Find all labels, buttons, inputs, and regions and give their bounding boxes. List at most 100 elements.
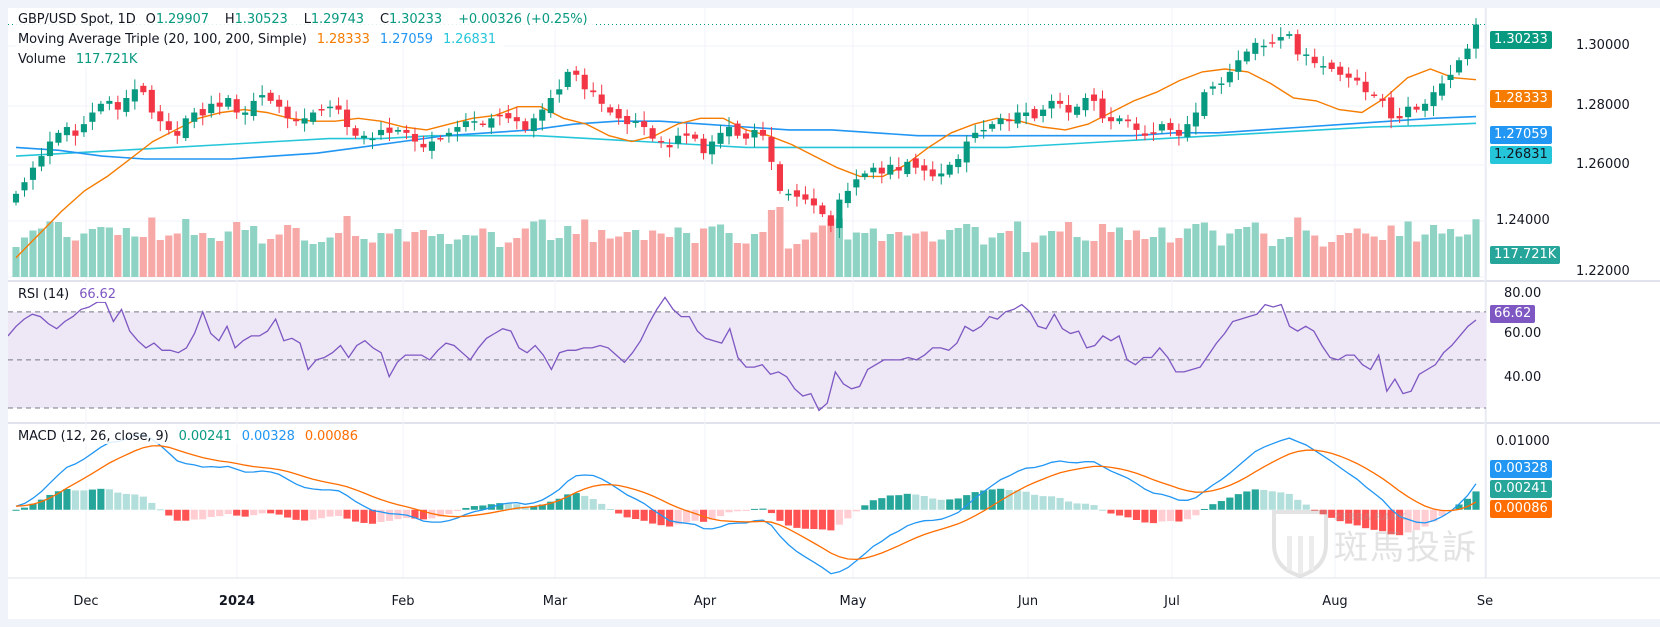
candle-body (522, 121, 529, 130)
candle-body (46, 141, 54, 157)
volume-bar (674, 227, 682, 277)
macd-signal-value: 0.00086 (304, 429, 358, 444)
volume-bar (538, 219, 546, 277)
volume-bar (105, 227, 113, 277)
candle-body (658, 140, 665, 143)
candle-body (63, 127, 70, 136)
volume-bar (46, 221, 54, 277)
volume-bar (1064, 222, 1073, 277)
candle-body (573, 70, 580, 75)
volume-bar (606, 238, 614, 277)
macd-histogram-bar (368, 509, 377, 524)
candle-body (1209, 86, 1216, 89)
volume-legend[interactable]: Volume 117.721K (16, 52, 146, 67)
candle-body (1150, 132, 1157, 134)
time-tick-2024: 2024 (218, 594, 256, 609)
macd-histogram-bar (148, 502, 156, 510)
volume-bar (1438, 233, 1446, 277)
volume-bar (1294, 217, 1302, 277)
candle-body (1464, 48, 1471, 60)
open-value: 1.29907 (155, 12, 209, 27)
rsi-tick: 80.00 (1504, 286, 1542, 301)
volume-bar (1149, 237, 1158, 277)
volume-bar (37, 228, 46, 277)
candle-body (1362, 81, 1369, 93)
rsi-legend[interactable]: RSI (14) 66.62 (16, 287, 124, 302)
candle-body (938, 173, 945, 177)
candle-body (759, 129, 767, 136)
candle-body (547, 98, 554, 114)
ma100-price-label: 1.27059 (1490, 126, 1552, 144)
macd-histogram-bar (767, 509, 776, 514)
volume-bar (470, 235, 478, 277)
macd-histogram-bar (776, 509, 784, 521)
candle-body (369, 138, 376, 141)
candle-body (1040, 109, 1047, 116)
macd-histogram-bar (233, 509, 241, 516)
macd-histogram-bar (1200, 508, 1208, 510)
change-value: +0.00326 (+0.25%) (458, 12, 588, 27)
volume-bar (29, 230, 37, 277)
macd-histogram-bar (402, 509, 411, 519)
volume-bar (496, 247, 504, 277)
candle-body (488, 118, 495, 128)
macd-histogram-bar (564, 494, 572, 510)
candle-body (437, 138, 444, 140)
volume-bar (326, 237, 334, 277)
candle-body (972, 132, 979, 139)
volume-bar (767, 210, 776, 277)
candle-body (539, 109, 546, 121)
volume-bar (1404, 221, 1412, 277)
volume-bar (649, 230, 657, 277)
macd-histogram-bar (165, 509, 173, 516)
macd-histogram-bar (530, 506, 538, 510)
macd-histogram-bar (1311, 509, 1319, 511)
volume-bar (725, 233, 733, 277)
candle-body (708, 141, 716, 155)
volume-bar (368, 242, 377, 277)
macd-histogram-bar (1277, 492, 1285, 510)
candle-body (1286, 34, 1293, 36)
time-tick-jun: Jun (1017, 594, 1039, 609)
candle-body (683, 133, 690, 136)
candle-body (216, 102, 223, 107)
candle-body (131, 89, 138, 102)
volume-bar (1014, 221, 1022, 277)
volume-bar (615, 236, 623, 277)
high-value: 1.30523 (234, 12, 288, 27)
ma200-value: 1.26831 (442, 32, 497, 47)
ma200-price-label: 1.26831 (1490, 146, 1552, 164)
macd-histogram-bar (351, 509, 360, 522)
macd-histogram-bar (1124, 509, 1132, 518)
macd-histogram-bar (1209, 504, 1217, 510)
candle-body (1057, 100, 1064, 104)
macd-histogram-bar (71, 490, 79, 510)
volume-bar (1268, 246, 1276, 277)
time-tick-dec: Dec (73, 594, 99, 609)
macd-histogram-bar (1166, 509, 1174, 522)
volume-bar (12, 247, 20, 277)
candle-body (870, 167, 877, 173)
volume-bar (1081, 240, 1090, 277)
volume-bar (1243, 227, 1251, 277)
candle-body (327, 106, 334, 109)
ma-legend[interactable]: Moving Average Triple (20, 100, 200, Sim… (16, 32, 505, 47)
macd-histogram-bar (1115, 509, 1124, 516)
volume-bar (708, 226, 716, 277)
volume-bar (666, 237, 674, 277)
chart-canvas[interactable] (8, 8, 1660, 619)
macd-histogram-bar (555, 498, 563, 510)
rsi-tick: 60.00 (1504, 326, 1542, 341)
candle-body (1048, 100, 1055, 109)
candle-body (454, 127, 461, 132)
candle-body (725, 127, 733, 137)
macd-histogram-bar (479, 505, 487, 510)
macd-histogram-bar (615, 509, 623, 514)
volume-bar (937, 239, 945, 277)
macd-histogram-bar (1183, 509, 1191, 520)
macd-histogram-bar (445, 509, 453, 515)
macd-legend[interactable]: MACD (12, 26, close, 9) 0.00241 0.00328 … (16, 429, 366, 444)
candle-body (394, 129, 402, 132)
macd-histogram-bar (1396, 509, 1404, 536)
candle-body (335, 105, 342, 110)
